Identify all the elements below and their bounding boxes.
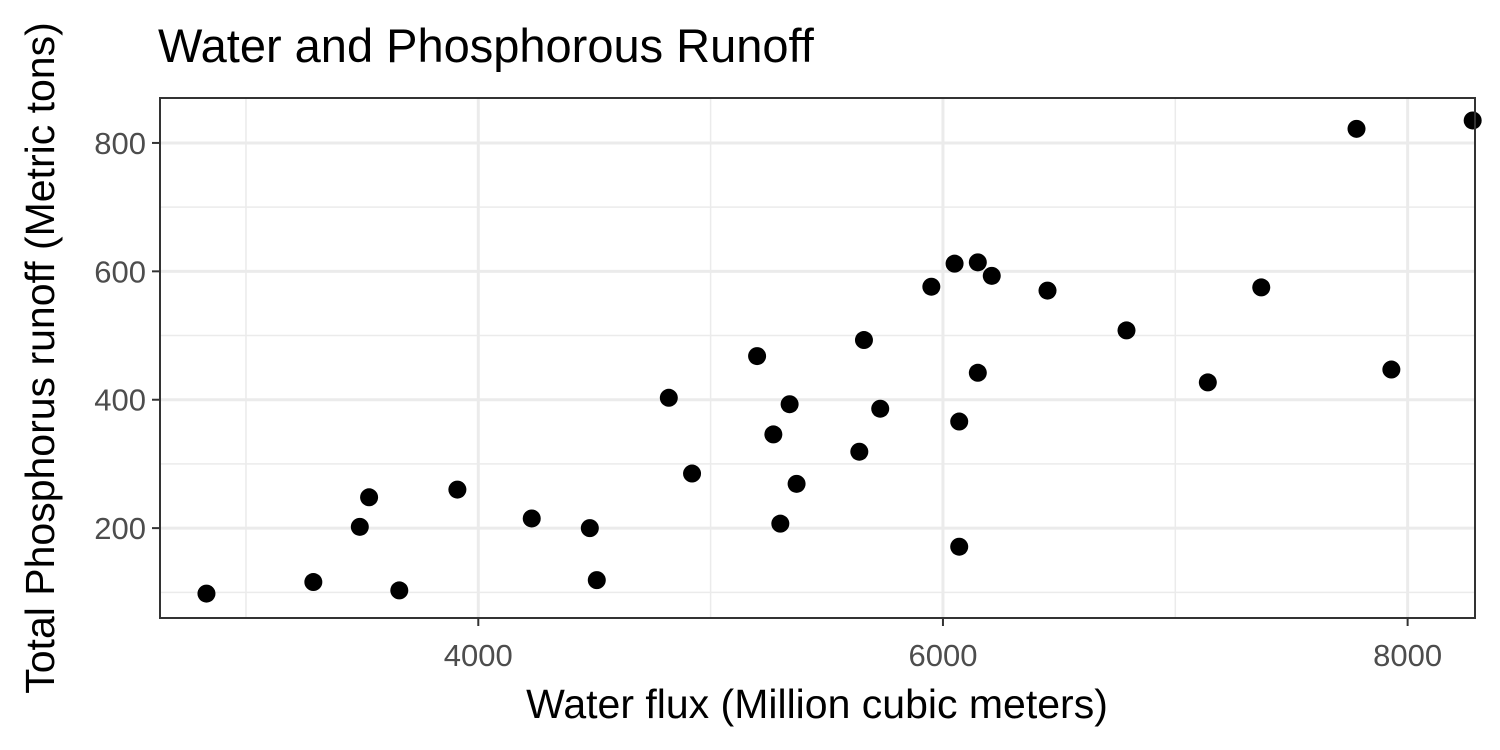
data-point: [982, 266, 1001, 285]
data-point: [1382, 360, 1401, 379]
data-point: [854, 331, 873, 350]
grid: [160, 98, 1475, 618]
data-point: [850, 442, 869, 461]
data-point: [780, 395, 799, 414]
data-point: [945, 254, 964, 273]
y-tick-label: 800: [94, 126, 146, 161]
data-point: [448, 480, 467, 499]
data-point: [871, 399, 890, 418]
data-point: [659, 388, 678, 407]
plot-panel: [159, 97, 1476, 619]
data-point: [922, 277, 941, 296]
data-point: [1347, 119, 1366, 138]
x-axis-label: Water flux (Million cubic meters): [526, 681, 1108, 727]
data-point: [1198, 373, 1217, 392]
data-point: [360, 488, 379, 507]
x-tick-label: 6000: [908, 638, 977, 673]
data-point: [587, 571, 606, 590]
axis-ticks: 4000 6000 8000 200 400 600 800: [94, 126, 1442, 673]
data-point: [683, 464, 702, 483]
chart-title: Water and Phosphorous Runoff: [158, 19, 815, 72]
data-point: [764, 425, 783, 444]
data-point: [304, 573, 323, 592]
y-axis-label: Total Phosphorus runoff (Metric tons): [17, 22, 63, 694]
data-point: [1463, 111, 1482, 130]
data-point: [771, 514, 790, 533]
data-point: [1038, 281, 1057, 300]
y-tick-label: 200: [94, 511, 146, 546]
data-point: [787, 474, 806, 493]
data-point: [1252, 278, 1271, 297]
data-point: [950, 412, 969, 431]
data-point: [580, 519, 599, 538]
data-point: [748, 347, 767, 366]
data-point: [197, 584, 216, 603]
data-point: [968, 253, 987, 272]
data-points: [197, 111, 1482, 603]
data-point: [968, 363, 987, 382]
x-tick-label: 8000: [1373, 638, 1442, 673]
data-point: [522, 509, 541, 528]
x-tick-label: 4000: [444, 638, 513, 673]
y-tick-label: 600: [94, 254, 146, 289]
data-point: [350, 517, 369, 536]
data-point: [950, 537, 969, 556]
data-point: [1117, 321, 1136, 340]
y-tick-label: 400: [94, 383, 146, 418]
data-point: [390, 581, 409, 600]
